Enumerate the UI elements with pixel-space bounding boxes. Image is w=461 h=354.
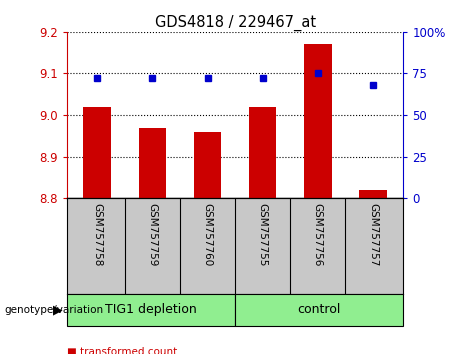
Text: GSM757757: GSM757757 [368,203,378,267]
Bar [359,190,387,198]
Text: GSM757756: GSM757756 [313,203,323,267]
Text: TIG1 depletion: TIG1 depletion [105,303,197,316]
Bar [235,294,403,326]
Bar [67,294,235,326]
Text: GSM757759: GSM757759 [148,203,157,267]
Text: control: control [297,303,341,316]
Bar [249,107,277,198]
Text: GSM757755: GSM757755 [258,203,268,267]
Bar [304,44,331,198]
Text: ▶: ▶ [53,303,62,316]
Text: genotype/variation: genotype/variation [5,305,104,315]
Bar [194,132,221,198]
Text: ■ transformed count: ■ transformed count [67,347,177,354]
Text: GSM757758: GSM757758 [92,203,102,267]
Bar [139,127,166,198]
Text: GSM757760: GSM757760 [202,203,213,266]
Title: GDS4818 / 229467_at: GDS4818 / 229467_at [154,14,316,30]
Bar [83,107,111,198]
